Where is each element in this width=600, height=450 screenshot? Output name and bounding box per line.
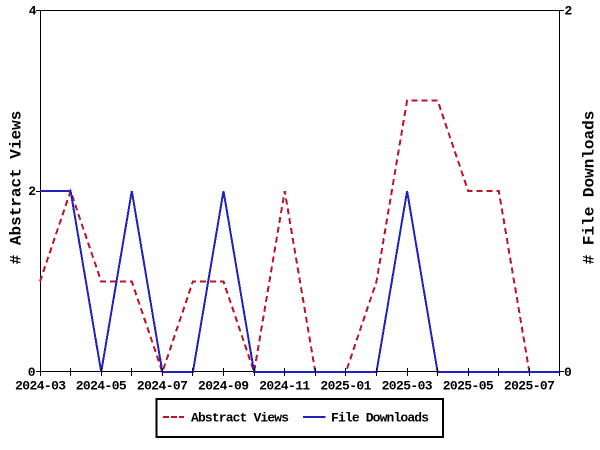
svg-text:2024-05: 2024-05 — [76, 379, 127, 394]
svg-text:File Downloads: File Downloads — [331, 411, 429, 426]
svg-text:0: 0 — [564, 365, 572, 380]
svg-text:2024-11: 2024-11 — [259, 379, 310, 394]
svg-text:Abstract Views: Abstract Views — [191, 411, 289, 426]
svg-text:2025-05: 2025-05 — [443, 379, 494, 394]
svg-text:2024-07: 2024-07 — [137, 379, 188, 394]
svg-text:0: 0 — [28, 365, 36, 380]
svg-text:# Abstract Views: # Abstract Views — [7, 111, 25, 265]
svg-text:4: 4 — [29, 4, 37, 19]
svg-text:2025-03: 2025-03 — [382, 379, 433, 394]
svg-text:2024-03: 2024-03 — [15, 379, 66, 394]
svg-text:2024-09: 2024-09 — [198, 379, 249, 394]
svg-text:2: 2 — [565, 4, 573, 19]
svg-text:# File Downloads: # File Downloads — [581, 111, 599, 265]
svg-text:2025-07: 2025-07 — [504, 379, 555, 394]
svg-text:2: 2 — [28, 184, 36, 199]
svg-text:2025-01: 2025-01 — [320, 379, 371, 394]
